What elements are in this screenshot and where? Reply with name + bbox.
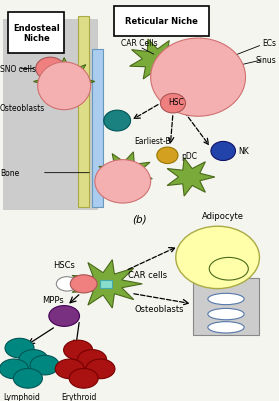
Text: HSC: HSC	[168, 97, 184, 106]
Text: (b): (b)	[132, 215, 147, 225]
Circle shape	[78, 350, 107, 369]
Circle shape	[69, 369, 98, 388]
Polygon shape	[167, 158, 215, 196]
Circle shape	[36, 58, 65, 81]
Ellipse shape	[208, 322, 244, 333]
Text: Osteoblasts: Osteoblasts	[135, 304, 184, 313]
Ellipse shape	[95, 160, 151, 204]
Circle shape	[0, 359, 28, 379]
Text: HSCs: HSCs	[53, 260, 75, 269]
Text: (a): (a)	[132, 6, 147, 16]
Circle shape	[70, 275, 97, 293]
Circle shape	[86, 359, 115, 379]
Bar	[3, 20, 98, 210]
Circle shape	[19, 350, 48, 369]
Circle shape	[160, 94, 186, 114]
Circle shape	[56, 277, 78, 291]
Polygon shape	[33, 59, 95, 106]
Polygon shape	[129, 40, 183, 81]
Text: Osteoblasts: Osteoblasts	[0, 104, 45, 113]
Circle shape	[104, 111, 131, 132]
Circle shape	[49, 306, 80, 326]
Circle shape	[13, 369, 42, 388]
Text: Bone: Bone	[0, 169, 19, 178]
Text: Adipocyte: Adipocyte	[202, 211, 244, 220]
Bar	[92, 50, 103, 208]
Ellipse shape	[38, 63, 91, 110]
Circle shape	[157, 148, 178, 164]
Text: SNO cells: SNO cells	[0, 65, 36, 74]
Polygon shape	[72, 260, 142, 308]
Text: Erythroid
Progenitors: Erythroid Progenitors	[61, 391, 105, 401]
Text: Reticular Niche: Reticular Niche	[125, 17, 198, 26]
FancyBboxPatch shape	[114, 6, 209, 37]
Ellipse shape	[208, 294, 244, 305]
Text: MPPs: MPPs	[42, 295, 64, 304]
Polygon shape	[167, 39, 234, 91]
Ellipse shape	[176, 227, 259, 289]
Ellipse shape	[151, 39, 246, 117]
Circle shape	[64, 340, 93, 360]
Text: CAR Cells: CAR Cells	[121, 38, 158, 48]
Text: Sinus: Sinus	[256, 56, 276, 65]
FancyBboxPatch shape	[8, 13, 64, 54]
Bar	[100, 280, 112, 288]
Ellipse shape	[208, 309, 244, 320]
Bar	[78, 17, 89, 208]
Text: NK: NK	[239, 147, 249, 156]
Circle shape	[55, 359, 84, 379]
Text: Earliest-B: Earliest-B	[134, 136, 170, 146]
Text: ECs: ECs	[262, 39, 276, 48]
FancyBboxPatch shape	[193, 278, 259, 335]
Circle shape	[5, 338, 34, 358]
Polygon shape	[99, 152, 152, 194]
Text: pDC: pDC	[181, 152, 197, 160]
Text: CAR cells: CAR cells	[128, 270, 167, 279]
Text: Endosteal
Niche: Endosteal Niche	[13, 24, 60, 43]
Circle shape	[30, 355, 59, 375]
Text: Lymphoid
Progenitors: Lymphoid Progenitors	[3, 391, 47, 401]
Circle shape	[211, 142, 235, 161]
